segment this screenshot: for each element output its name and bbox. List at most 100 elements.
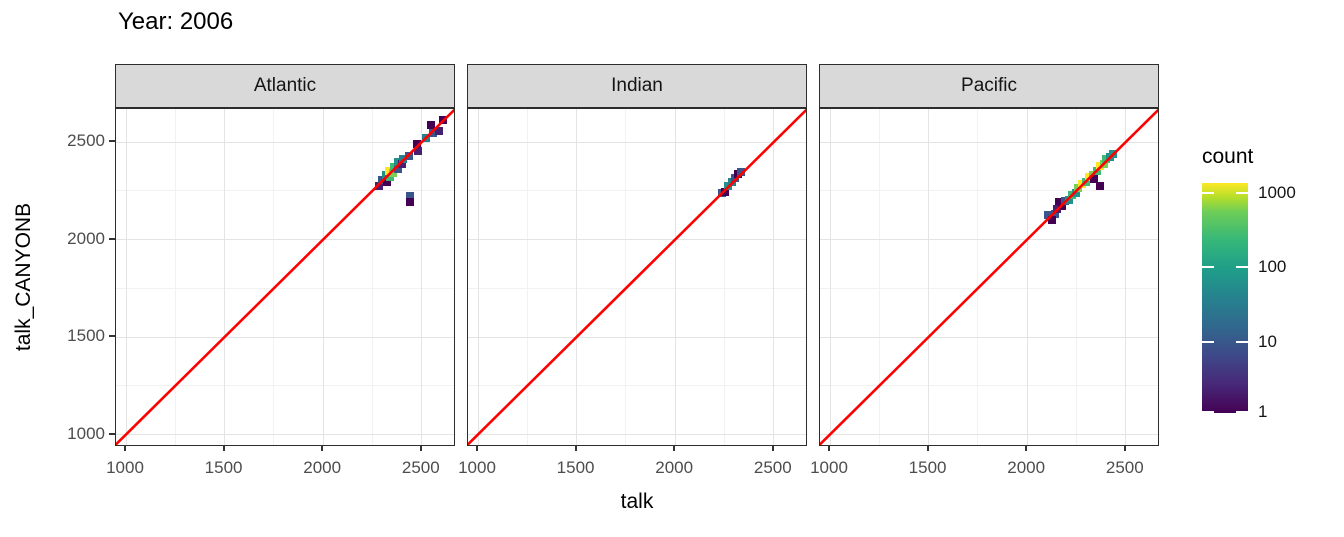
x-tick-label: 1500 xyxy=(204,458,243,477)
colorbar-tick xyxy=(1202,410,1214,413)
x-tick-label: 1000 xyxy=(810,458,848,477)
x-tick-label: 1000 xyxy=(106,458,144,477)
gridline xyxy=(421,109,423,445)
gridline xyxy=(820,385,1158,387)
colorbar-tick xyxy=(1236,410,1248,413)
gridline xyxy=(116,190,454,192)
facet-strip-label: Atlantic xyxy=(253,75,317,96)
bin-tile xyxy=(434,127,443,136)
colorbar-tick xyxy=(1236,191,1248,194)
x-tick-label: 1000 xyxy=(458,458,496,477)
x-axis-tick xyxy=(124,445,126,451)
gridline xyxy=(1026,109,1028,445)
gridline xyxy=(468,239,806,240)
colorbar-tick xyxy=(1202,266,1214,269)
legend-colorbar xyxy=(1202,183,1248,413)
facet-panel-atlantic xyxy=(115,108,455,446)
x-tick-label: 1500 xyxy=(908,458,947,477)
bin-tile xyxy=(1050,210,1059,219)
gridline xyxy=(820,141,1158,143)
gridline xyxy=(116,239,454,240)
gridline xyxy=(820,287,1158,289)
bin-tile xyxy=(721,187,730,196)
colorbar-tick xyxy=(1236,340,1248,343)
y-axis-tick xyxy=(109,432,115,435)
identity-line xyxy=(116,109,454,445)
gridline xyxy=(468,385,806,387)
gridline xyxy=(674,109,676,445)
x-axis-tick xyxy=(673,445,676,451)
bin-tile xyxy=(426,121,435,130)
y-axis-tick xyxy=(109,335,115,337)
x-axis-tick xyxy=(419,445,422,451)
gridline xyxy=(820,190,1158,192)
facet-strip-pacific: Pacific xyxy=(819,64,1159,108)
gridline xyxy=(372,109,373,445)
identity-line xyxy=(468,109,806,445)
gridline xyxy=(174,109,176,445)
gridline xyxy=(773,109,775,445)
bin-tile xyxy=(1090,175,1099,184)
y-tick-label: 1000 xyxy=(67,423,105,443)
facet-strip-label: Indian xyxy=(611,75,663,96)
gridline xyxy=(116,141,454,143)
x-tick-label: 1500 xyxy=(556,458,595,477)
x-axis-tick xyxy=(1123,445,1126,451)
bin-tile xyxy=(389,169,398,178)
y-axis-tick xyxy=(109,237,115,240)
facet-strip-atlantic: Atlantic xyxy=(115,64,455,108)
legend-tick-label: 1000 xyxy=(1258,182,1296,202)
bin-tile xyxy=(1047,216,1056,224)
legend-tick-label: 1 xyxy=(1258,401,1268,421)
bin-tile xyxy=(398,160,407,169)
facet-strip-label: Pacific xyxy=(961,75,1017,96)
gridline xyxy=(477,109,479,445)
facet-strip-indian: Indian xyxy=(467,64,807,108)
gridline xyxy=(977,109,979,445)
gridline xyxy=(116,336,454,338)
gridline xyxy=(1125,109,1127,445)
legend-tick-label: 100 xyxy=(1258,257,1287,277)
x-axis-tick xyxy=(574,445,577,451)
x-axis-tick xyxy=(476,445,478,451)
x-axis-tick xyxy=(771,445,774,451)
gridline xyxy=(116,385,454,387)
y-tick-label: 2500 xyxy=(67,131,105,150)
x-axis-title: talk xyxy=(620,490,654,513)
gridline xyxy=(625,109,627,445)
bin-tile xyxy=(412,139,421,148)
bin-tile xyxy=(405,198,414,207)
gridline xyxy=(820,434,1158,435)
gridline xyxy=(224,109,226,445)
gridline xyxy=(1076,109,1077,445)
gridline xyxy=(468,190,806,192)
gridline xyxy=(829,109,831,445)
gridline xyxy=(468,287,806,289)
x-axis-tick xyxy=(828,445,830,451)
identity-line xyxy=(820,109,1158,445)
gridline xyxy=(526,109,528,445)
bin-tile xyxy=(1043,211,1052,220)
gridline xyxy=(724,109,725,445)
bin-tile xyxy=(405,191,414,200)
x-axis-tick xyxy=(222,445,225,451)
gridline xyxy=(820,239,1158,240)
gridline xyxy=(576,109,578,445)
x-axis-tick xyxy=(926,445,929,451)
bin-tile xyxy=(399,154,408,163)
colorbar-tick xyxy=(1202,191,1214,194)
x-tick-label: 2500 xyxy=(1105,458,1144,477)
gridline xyxy=(878,109,880,445)
gridline xyxy=(125,109,127,445)
bin-tile xyxy=(1096,181,1105,190)
gridline xyxy=(468,141,806,143)
gridline xyxy=(468,434,806,435)
y-tick-label: 1500 xyxy=(67,326,105,345)
x-tick-label: 2500 xyxy=(401,458,440,477)
legend-title: count xyxy=(1202,145,1254,168)
bin-tile xyxy=(428,129,437,138)
facet-panel-indian xyxy=(467,108,807,446)
x-tick-label: 2500 xyxy=(753,458,792,477)
facet-panel-pacific xyxy=(819,108,1159,446)
